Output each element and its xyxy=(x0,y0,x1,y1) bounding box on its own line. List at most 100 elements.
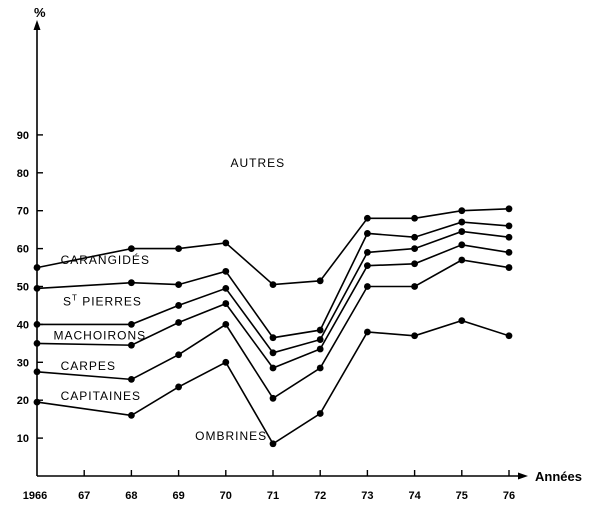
data-point-ombrines-1973 xyxy=(364,328,371,336)
x-tick-label-1972: 72 xyxy=(314,490,326,502)
band-label-pierres: ST PIERRES xyxy=(63,293,142,308)
data-point-machoirons-1974 xyxy=(411,245,418,253)
data-point-st-pierres-1976 xyxy=(505,222,513,230)
band-label-carpes: CARPES xyxy=(61,359,116,373)
y-ticks: 10 20 30 40 50 60 70 80 90 xyxy=(17,130,43,445)
data-point-st-pierres-1972 xyxy=(316,326,324,334)
data-point-carangid-s-1972 xyxy=(316,277,324,285)
data-point-capitaines-1966 xyxy=(33,368,41,376)
y-tick-label-40: 40 xyxy=(17,319,29,331)
data-point-carangid-s-1968 xyxy=(127,245,135,253)
data-point-machoirons-1975 xyxy=(458,228,466,235)
data-point-ombrines-1970 xyxy=(222,358,230,366)
data-point-carpes-1973 xyxy=(364,262,371,270)
data-point-capitaines-1974 xyxy=(411,283,418,290)
x-tick-label-1970: 70 xyxy=(220,490,232,502)
data-point-ombrines-1969 xyxy=(175,383,183,391)
x-tick-label-1974: 74 xyxy=(408,490,421,502)
data-point-carangid-s-1975 xyxy=(458,207,466,215)
x-tick-label-1968: 68 xyxy=(125,490,137,502)
data-point-ombrines-1975 xyxy=(458,317,466,325)
data-point-carangid-s-1973 xyxy=(364,214,371,222)
y-tick-label-70: 70 xyxy=(17,206,29,218)
data-point-machoirons-1969 xyxy=(175,302,183,309)
y-tick-label-30: 30 xyxy=(17,357,29,369)
data-point-carpes-1974 xyxy=(411,260,418,268)
series-line-carpes xyxy=(36,243,510,369)
band-label-machoirons: MACHOIRONS xyxy=(54,329,147,343)
x-tick-label-1969: 69 xyxy=(172,490,184,502)
data-point-machoirons-1972 xyxy=(316,336,324,343)
y-axis-title: % xyxy=(34,5,46,20)
x-tick-label-1966: 1966 xyxy=(23,490,47,502)
data-point-st-pierres-1969 xyxy=(175,281,183,289)
y-tick-label-20: 20 xyxy=(17,395,29,407)
x-tick-label-1971: 71 xyxy=(267,490,279,502)
y-tick-label-90: 90 xyxy=(17,130,29,142)
data-point-capitaines-1976 xyxy=(505,264,513,271)
data-point-capitaines-1969 xyxy=(175,351,183,359)
x-ticks: 1966 67 68 69 70 71 72 73 74 75 76 xyxy=(23,470,515,502)
data-point-machoirons-1970 xyxy=(222,284,230,292)
x-tick-label-1973: 73 xyxy=(361,490,373,502)
data-point-st-pierres-1974 xyxy=(411,233,418,241)
y-axis-arrow xyxy=(33,20,41,30)
data-point-st-pierres-1970 xyxy=(222,267,230,275)
x-axis-arrow xyxy=(518,472,528,480)
data-point-capitaines-1972 xyxy=(316,364,324,372)
data-point-carpes-1969 xyxy=(175,319,183,326)
series-line-ombrines xyxy=(36,319,510,445)
data-point-carangid-s-1966 xyxy=(33,264,41,271)
data-point-ombrines-1972 xyxy=(316,410,324,417)
band-label-carangid-s: CARANGIDÉS xyxy=(61,252,150,267)
y-tick-label-50: 50 xyxy=(17,282,29,294)
x-tick-label-1967: 67 xyxy=(78,490,90,502)
data-point-carpes-1966 xyxy=(33,339,41,347)
data-point-carpes-1976 xyxy=(505,248,513,256)
data-point-carpes-1968 xyxy=(127,341,135,349)
data-point-st-pierres-1975 xyxy=(458,218,466,226)
data-point-machoirons-1971 xyxy=(269,349,277,357)
y-tick-label-10: 10 xyxy=(17,433,29,445)
band-label-capitaines: CAPITAINES xyxy=(61,389,141,403)
data-point-ombrines-1974 xyxy=(411,332,418,340)
data-point-ombrines-1971 xyxy=(269,440,277,448)
series-line-st-pierres xyxy=(36,221,510,339)
band-label-autres: AUTRES xyxy=(231,156,286,170)
data-point-st-pierres-1971 xyxy=(269,334,277,342)
series-line-capitaines xyxy=(36,259,510,400)
data-point-carpes-1970 xyxy=(222,300,230,307)
data-point-machoirons-1973 xyxy=(364,248,371,256)
data-point-machoirons-1966 xyxy=(33,321,41,328)
data-point-st-pierres-1973 xyxy=(364,230,371,237)
x-axis-title: Années xyxy=(535,469,582,484)
data-point-ombrines-1968 xyxy=(127,411,135,419)
data-point-ombrines-1966 xyxy=(33,398,41,406)
data-point-machoirons-1976 xyxy=(505,233,513,241)
data-point-carangid-s-1971 xyxy=(269,281,277,289)
data-point-carangid-s-1976 xyxy=(505,205,513,213)
data-point-carpes-1972 xyxy=(316,345,324,353)
data-point-st-pierres-1968 xyxy=(127,279,135,287)
series-layer xyxy=(33,205,513,448)
data-point-carangid-s-1970 xyxy=(222,239,230,247)
series-line-machoirons xyxy=(37,230,510,354)
data-point-st-pierres-1966 xyxy=(33,284,41,292)
x-tick-label-1976: 76 xyxy=(503,490,515,502)
data-point-ombrines-1976 xyxy=(505,332,513,340)
series-line-carangid-s xyxy=(36,208,510,286)
data-point-capitaines-1971 xyxy=(269,394,277,402)
data-point-carangid-s-1969 xyxy=(175,245,183,253)
band-label-ombrines: OMBRINES xyxy=(195,429,267,443)
data-point-machoirons-1968 xyxy=(127,321,135,328)
data-point-carpes-1975 xyxy=(458,241,466,249)
data-point-capitaines-1975 xyxy=(458,256,466,264)
data-point-carangid-s-1974 xyxy=(411,214,418,222)
data-point-carpes-1971 xyxy=(269,364,277,372)
y-tick-label-80: 80 xyxy=(17,168,29,180)
band-labels: AUTRES CARANGIDÉS ST PIERRES MACHOIRONS CARP… xyxy=(54,156,286,443)
data-point-capitaines-1970 xyxy=(222,321,230,328)
data-point-capitaines-1973 xyxy=(364,283,371,290)
data-point-capitaines-1968 xyxy=(127,375,135,383)
